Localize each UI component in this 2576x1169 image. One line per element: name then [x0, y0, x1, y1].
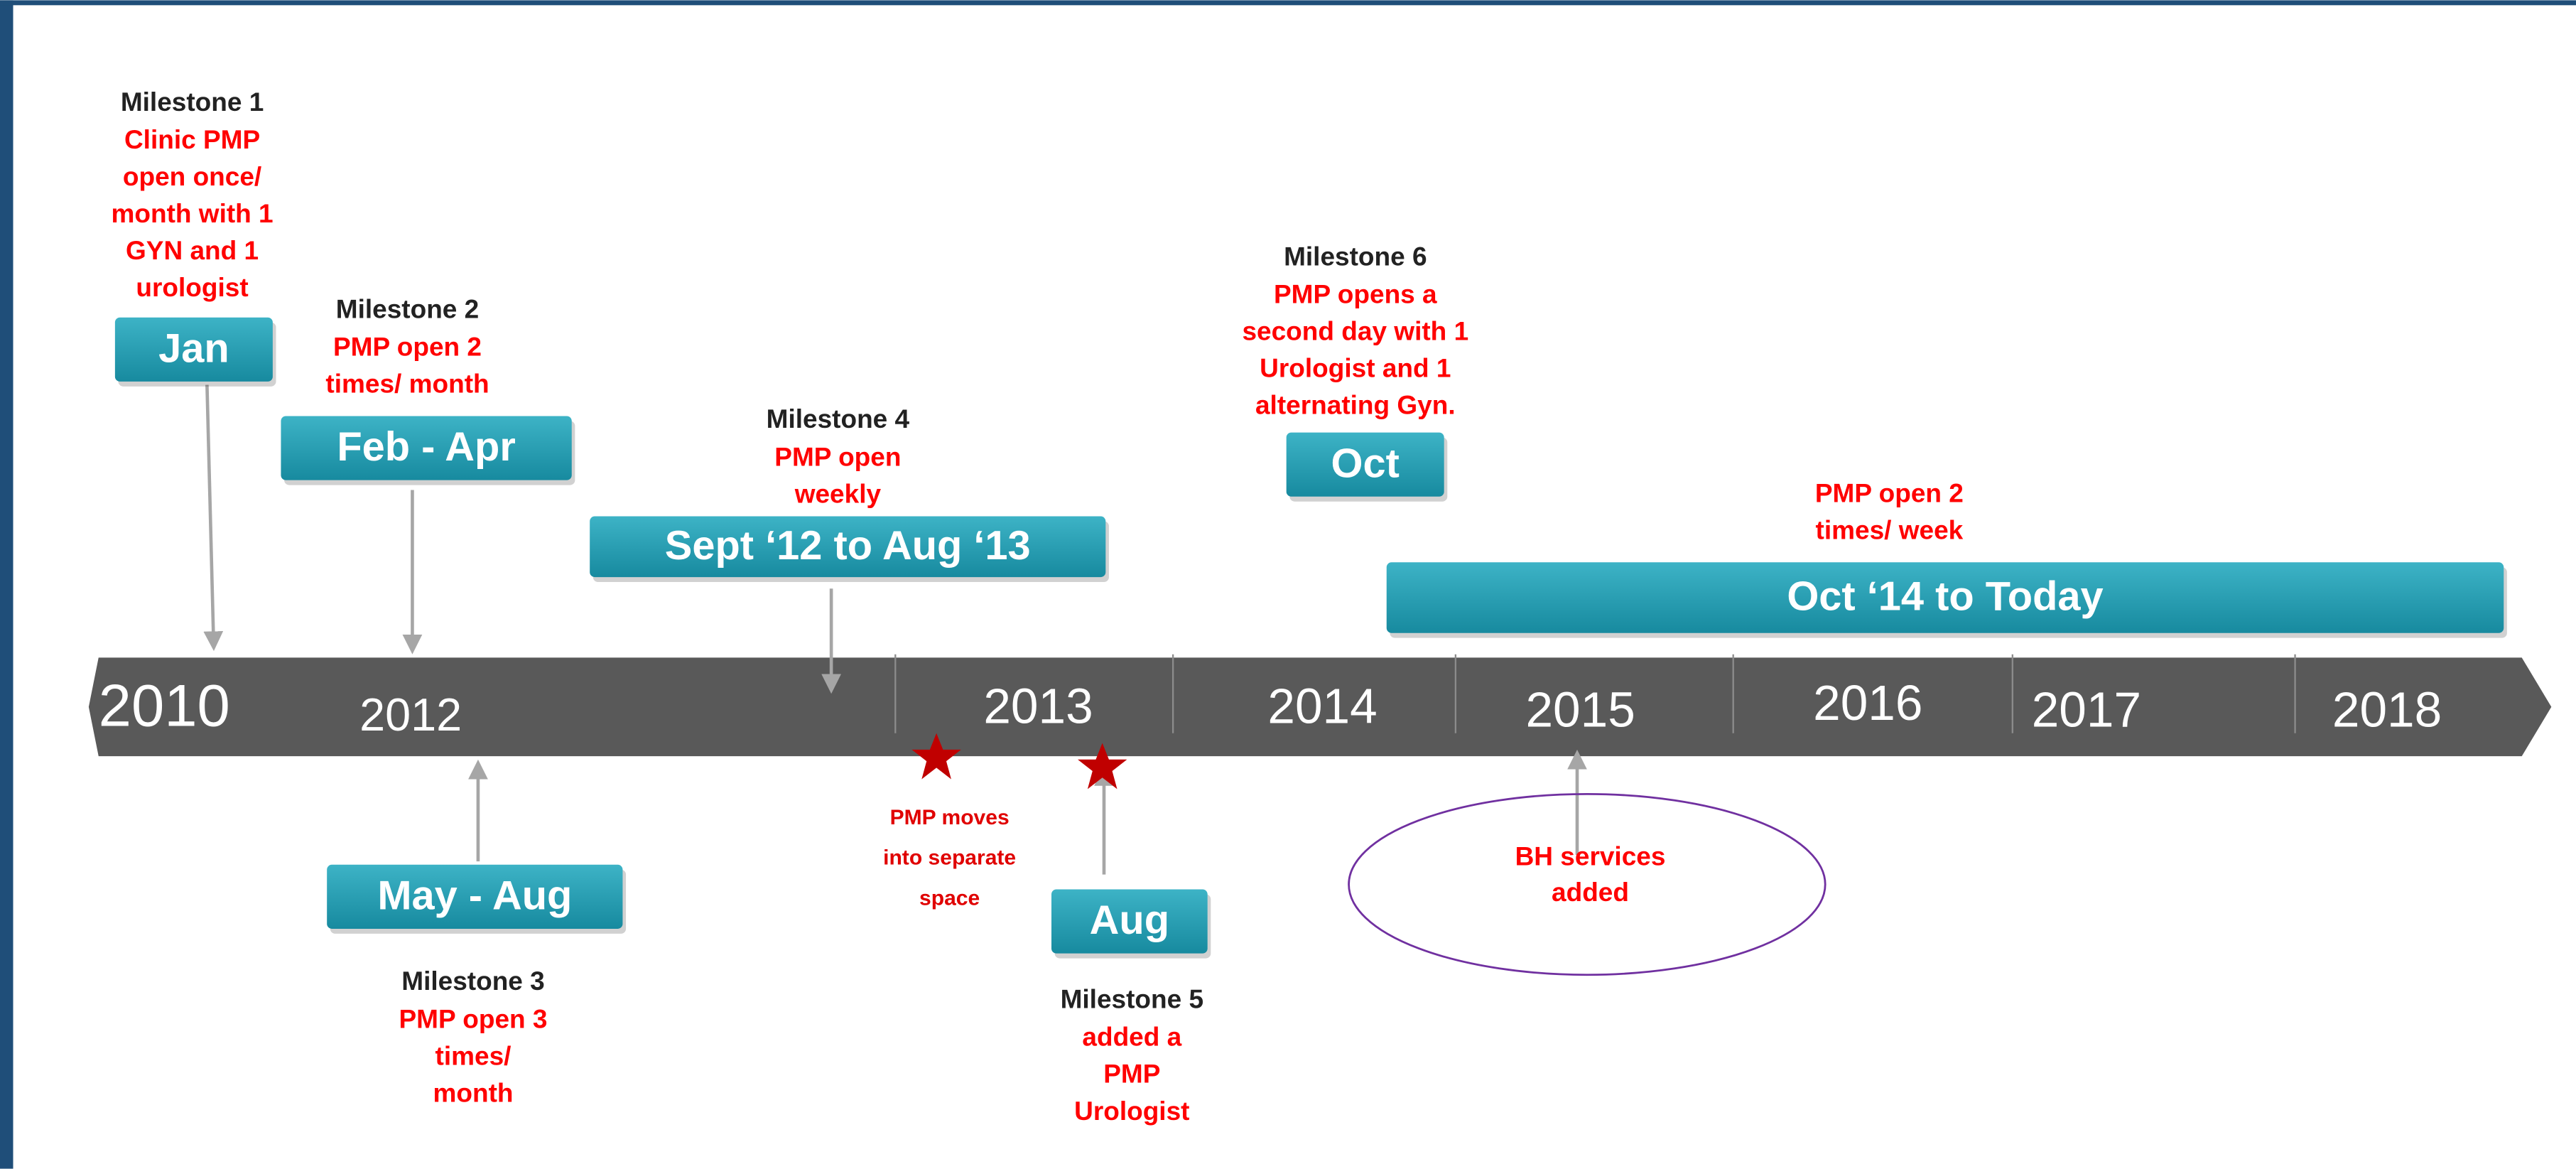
- star: [1078, 743, 1127, 790]
- milestone-text: urologist: [136, 273, 248, 302]
- milestone-text: times/ month: [325, 369, 489, 398]
- arrows: [203, 384, 1587, 875]
- milestone-title: Milestone 4: [767, 404, 910, 433]
- year-label: 2012: [359, 689, 462, 740]
- year-label: 2018: [2332, 682, 2442, 737]
- milestone-text: PMP: [1103, 1060, 1160, 1089]
- year-label: 2014: [1267, 679, 1377, 734]
- note-text: BH services: [1515, 841, 1666, 871]
- period-box: [590, 516, 1106, 578]
- note-text: PMP moves: [890, 806, 1010, 829]
- period-label: Oct: [1331, 441, 1400, 486]
- milestone-text: GYN and 1: [126, 236, 259, 265]
- star: [911, 733, 961, 780]
- year-label: 2016: [1813, 675, 1922, 731]
- frame-top: [0, 0, 2576, 6]
- milestone-text: PMP open 3: [399, 1004, 547, 1033]
- period-label: Oct ‘14 to Today: [1787, 574, 2103, 620]
- period-box: [327, 864, 623, 929]
- milestone-text: Urologist: [1074, 1097, 1189, 1126]
- year-label: 2015: [1525, 682, 1635, 737]
- timeline-bar: [88, 657, 2552, 757]
- milestone-text: added a: [1082, 1023, 1181, 1052]
- milestone-text: weekly: [794, 479, 882, 508]
- note-text: added: [1552, 878, 1629, 907]
- milestone-text: times/ week: [1816, 515, 1964, 544]
- milestone-text: PMP open 2: [1815, 478, 1964, 507]
- milestone-text: PMP open 2: [333, 332, 482, 361]
- note-ellipse: [1348, 792, 1827, 976]
- note-text: space: [919, 886, 980, 910]
- milestone-text: Urologist and 1: [1260, 354, 1451, 383]
- milestone-text: Clinic PMP: [124, 125, 260, 154]
- year-label: 2010: [99, 672, 230, 738]
- milestone-title: Milestone 1: [121, 87, 264, 117]
- year-label: 2013: [983, 679, 1093, 734]
- period-box: [1286, 432, 1444, 497]
- period-box: [114, 317, 273, 382]
- period-box: [1051, 889, 1208, 954]
- period-label: Aug: [1090, 898, 1169, 943]
- milestone-title: Milestone 2: [336, 294, 480, 323]
- milestone-text: PMP open: [774, 442, 901, 471]
- note-text: into separate: [883, 846, 1016, 870]
- milestone-text: PMP opens a: [1274, 279, 1437, 308]
- milestone-title: Milestone 6: [1284, 242, 1427, 271]
- milestone-text: month with 1: [111, 199, 273, 228]
- period-label: May - Aug: [377, 873, 572, 918]
- milestone-text: month: [433, 1078, 513, 1107]
- milestone-text: times/: [435, 1041, 512, 1070]
- year-label: 2017: [2032, 682, 2141, 737]
- milestone-title: Milestone 3: [401, 966, 545, 996]
- frame-left: [0, 0, 13, 1169]
- period-label: Feb - Apr: [337, 424, 516, 470]
- milestone-text: alternating Gyn.: [1255, 391, 1456, 420]
- separators: [894, 654, 2296, 733]
- milestone-title: Milestone 5: [1061, 985, 1204, 1014]
- period-label: Sept ‘12 to Aug ‘13: [665, 523, 1031, 569]
- milestone-text: second day with 1: [1242, 316, 1468, 345]
- period-label: Jan: [158, 325, 229, 371]
- milestone-text: open once/: [123, 162, 261, 191]
- period-box: [1386, 562, 2504, 633]
- period-box: [281, 416, 572, 480]
